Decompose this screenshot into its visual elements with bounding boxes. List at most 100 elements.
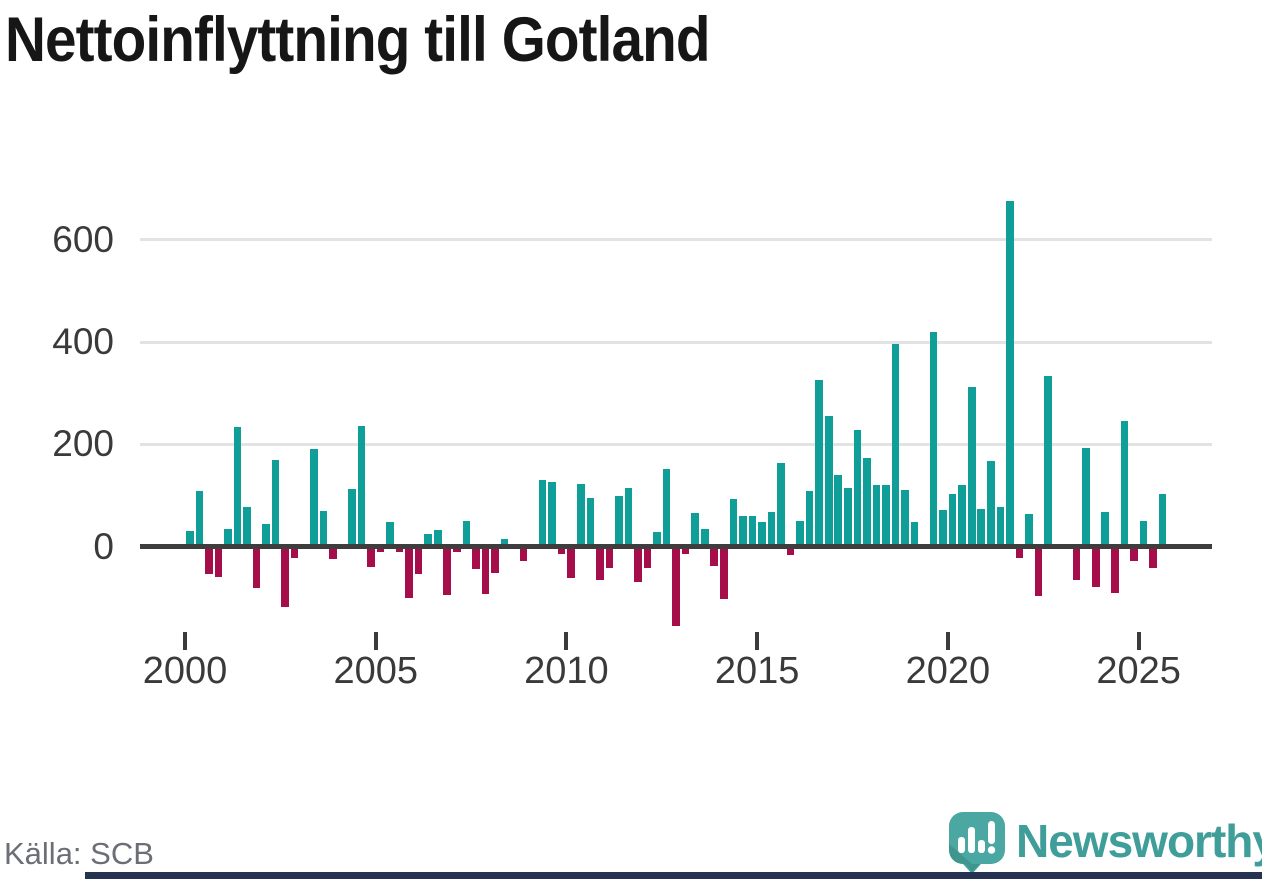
bar-2024Q4 — [1130, 549, 1138, 562]
bar-2015Q4 — [786, 549, 795, 556]
bar-2011Q3 — [624, 487, 633, 544]
bar-2006Q2 — [424, 533, 432, 544]
bar-2023Q3 — [1082, 448, 1090, 544]
bar-2013Q4 — [710, 549, 719, 566]
bar-2020Q2 — [958, 485, 966, 544]
bar-2020Q4 — [977, 508, 986, 544]
bar-2009Q4 — [557, 549, 566, 555]
x-axis-tick-2010 — [564, 632, 569, 650]
y-axis-label-200: 200 — [52, 423, 114, 465]
bar-2008Q4 — [519, 549, 528, 562]
x-axis-tick-2020 — [945, 632, 950, 650]
bar-2007Q4 — [481, 549, 490, 594]
bar-2016Q1 — [796, 520, 804, 544]
bar-2009Q3 — [548, 482, 556, 544]
bar-2005Q4 — [405, 549, 413, 598]
bar-2018Q4 — [901, 489, 909, 544]
y-axis-label-600: 600 — [52, 218, 114, 260]
bar-2002Q1 — [262, 523, 270, 544]
bar-2012Q2 — [653, 532, 661, 544]
bar-2021Q3 — [1006, 201, 1014, 544]
bar-2024Q1 — [1101, 511, 1110, 544]
bar-2022Q3 — [1044, 375, 1052, 544]
bar-2001Q2 — [233, 427, 242, 544]
bar-2024Q3 — [1120, 421, 1129, 544]
x-axis-tick-2005 — [373, 632, 378, 650]
bar-2018Q1 — [872, 484, 881, 544]
source-label: Källa: SCB — [4, 836, 154, 871]
bar-2008Q1 — [491, 549, 499, 574]
bar-2013Q1 — [681, 549, 690, 555]
bar-2009Q2 — [538, 480, 547, 544]
bar-2021Q1 — [987, 461, 995, 544]
bar-2003Q2 — [309, 449, 318, 544]
bar-2012Q4 — [672, 549, 680, 626]
bar-2023Q2 — [1072, 549, 1081, 580]
bar-2002Q2 — [271, 459, 280, 544]
bar-2013Q2 — [691, 513, 699, 544]
bar-2003Q3 — [319, 510, 328, 544]
chart-title: Nettoinflyttning till Gotland — [5, 5, 710, 75]
bar-2020Q3 — [967, 387, 976, 544]
bar-2014Q4 — [748, 515, 757, 544]
bar-2014Q2 — [729, 499, 738, 544]
gridline-200 — [140, 442, 1212, 446]
bar-2001Q1 — [224, 528, 232, 544]
bar-2014Q1 — [720, 549, 728, 600]
bar-2021Q4 — [1015, 549, 1024, 559]
bar-2014Q3 — [739, 515, 747, 544]
bar-2006Q1 — [414, 549, 423, 574]
bar-2001Q3 — [243, 506, 251, 544]
bar-2000Q2 — [195, 491, 204, 544]
bar-2013Q3 — [700, 528, 709, 544]
bar-2015Q2 — [767, 511, 776, 544]
gridline-400 — [140, 340, 1212, 344]
bar-2019Q3 — [929, 332, 938, 544]
x-axis-tick-2000 — [183, 632, 187, 650]
bar-2019Q1 — [910, 522, 919, 544]
bar-2023Q4 — [1091, 549, 1100, 588]
x-axis-label-2025: 2025 — [1096, 650, 1181, 692]
bar-2016Q4 — [824, 416, 833, 544]
bar-2002Q4 — [290, 549, 299, 558]
bar-2016Q2 — [805, 490, 814, 544]
bar-2002Q3 — [281, 549, 289, 607]
x-axis-line — [140, 544, 1212, 549]
bar-2008Q2 — [500, 538, 509, 544]
x-axis-tick-2025 — [1136, 632, 1141, 650]
bar-2012Q1 — [643, 549, 652, 568]
bar-2006Q3 — [433, 530, 442, 544]
bar-2010Q2 — [576, 484, 585, 544]
bar-2018Q3 — [891, 344, 900, 544]
bar-2024Q2 — [1110, 549, 1119, 593]
bar-2003Q4 — [329, 549, 337, 560]
bar-2015Q1 — [758, 521, 766, 544]
bar-2022Q2 — [1034, 549, 1043, 597]
bar-2011Q1 — [605, 549, 614, 568]
bar-2017Q2 — [843, 487, 852, 544]
newsworthy-logo: Newsworthy — [945, 810, 1262, 874]
bar-2000Q3 — [205, 549, 213, 575]
y-axis-label-400: 400 — [52, 321, 114, 363]
bar-2000Q4 — [214, 549, 223, 578]
x-axis-tick-2015 — [755, 632, 760, 650]
x-axis-label-2000: 2000 — [142, 650, 228, 692]
bar-2020Q1 — [948, 493, 957, 544]
bar-2004Q3 — [357, 426, 366, 544]
bar-2010Q4 — [596, 549, 604, 580]
bar-2012Q3 — [662, 468, 671, 544]
bar-2022Q1 — [1025, 514, 1033, 544]
bar-2017Q4 — [863, 457, 871, 544]
bar-2001Q4 — [252, 549, 261, 589]
x-axis-label-2020: 2020 — [905, 650, 991, 692]
bar-2018Q2 — [882, 484, 890, 544]
gridline-600 — [140, 238, 1212, 242]
footer-bar — [85, 872, 1262, 879]
bar-2010Q3 — [586, 497, 595, 544]
bar-2019Q4 — [939, 509, 947, 544]
x-axis-label-2010: 2010 — [524, 650, 609, 692]
bar-2005Q2 — [386, 521, 394, 544]
bar-2007Q2 — [462, 520, 471, 544]
bar-2025Q1 — [1139, 521, 1148, 544]
